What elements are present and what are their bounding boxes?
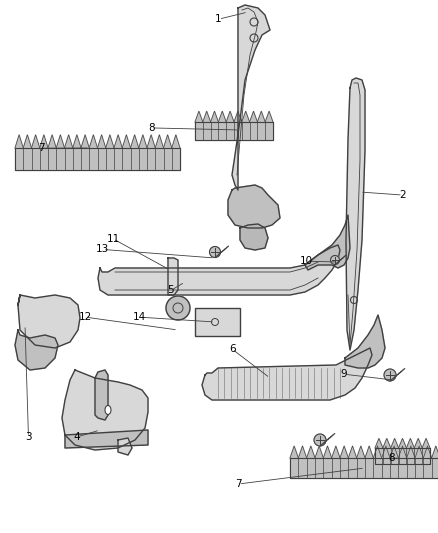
Polygon shape [203,111,211,122]
Polygon shape [234,111,242,122]
Text: 7: 7 [235,479,242,489]
Text: 12: 12 [79,312,92,322]
Polygon shape [375,439,383,448]
Polygon shape [139,135,147,148]
Polygon shape [290,446,298,458]
Polygon shape [15,135,23,148]
Polygon shape [18,295,80,348]
Polygon shape [23,135,32,148]
Polygon shape [240,224,268,250]
Polygon shape [305,215,350,270]
Circle shape [314,434,326,446]
Polygon shape [432,446,438,458]
Polygon shape [373,446,381,458]
Polygon shape [298,446,307,458]
Polygon shape [345,315,385,368]
Polygon shape [211,111,219,122]
Polygon shape [424,446,432,458]
Text: 13: 13 [96,245,110,254]
Polygon shape [406,439,414,448]
Polygon shape [383,439,391,448]
Polygon shape [357,446,365,458]
Text: 1: 1 [215,14,222,24]
Polygon shape [265,111,273,122]
Polygon shape [32,135,40,148]
Polygon shape [290,458,438,478]
Polygon shape [56,135,64,148]
Polygon shape [195,111,203,122]
Polygon shape [365,446,373,458]
Polygon shape [64,135,73,148]
Polygon shape [250,111,258,122]
Polygon shape [15,148,180,170]
Polygon shape [195,122,273,140]
Text: 5: 5 [167,286,174,295]
Polygon shape [315,446,323,458]
Polygon shape [95,370,108,420]
Circle shape [209,246,220,257]
Text: 4: 4 [73,432,80,442]
Polygon shape [65,430,148,448]
Polygon shape [155,135,163,148]
Polygon shape [381,446,390,458]
Polygon shape [399,439,406,448]
Polygon shape [89,135,98,148]
Polygon shape [131,135,139,148]
Polygon shape [98,245,340,295]
Polygon shape [346,78,365,350]
Text: 6: 6 [229,344,236,354]
Polygon shape [118,438,132,455]
Polygon shape [219,111,226,122]
Text: 14: 14 [133,312,146,322]
Polygon shape [307,446,315,458]
Polygon shape [202,348,372,400]
Polygon shape [422,439,430,448]
Circle shape [166,296,190,320]
Polygon shape [323,446,332,458]
Polygon shape [390,446,398,458]
Text: 11: 11 [106,234,120,244]
Polygon shape [242,111,250,122]
Polygon shape [406,446,415,458]
Polygon shape [81,135,89,148]
Polygon shape [147,135,155,148]
Polygon shape [98,135,106,148]
Polygon shape [398,446,406,458]
Text: 3: 3 [25,432,32,442]
Polygon shape [48,135,56,148]
Polygon shape [375,448,430,464]
Polygon shape [414,439,422,448]
Polygon shape [415,446,424,458]
Text: 2: 2 [399,190,406,200]
Circle shape [384,369,396,381]
Text: 10: 10 [300,256,313,266]
Polygon shape [62,370,148,450]
FancyBboxPatch shape [195,308,240,336]
Text: 9: 9 [340,369,347,379]
Polygon shape [340,446,348,458]
Circle shape [331,255,339,264]
Polygon shape [391,439,399,448]
Polygon shape [232,5,270,190]
Polygon shape [258,111,265,122]
Polygon shape [226,111,234,122]
Polygon shape [106,135,114,148]
Polygon shape [163,135,172,148]
Text: 8: 8 [389,454,396,463]
Polygon shape [172,135,180,148]
Polygon shape [15,330,58,370]
Polygon shape [228,185,280,228]
Polygon shape [122,135,131,148]
Polygon shape [40,135,48,148]
Ellipse shape [105,406,111,415]
Polygon shape [73,135,81,148]
Polygon shape [332,446,340,458]
Polygon shape [168,258,178,295]
Polygon shape [114,135,122,148]
Text: 7: 7 [38,143,45,153]
Text: 8: 8 [148,123,155,133]
Polygon shape [348,446,357,458]
